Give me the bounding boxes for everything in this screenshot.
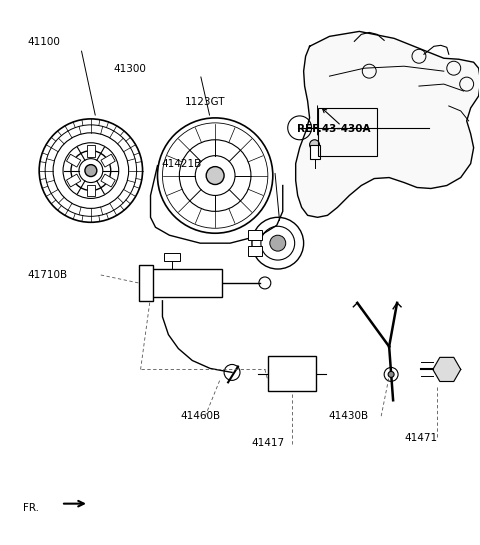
Bar [87, 145, 95, 156]
Text: FR.: FR. [23, 503, 39, 513]
Text: 41430B: 41430B [328, 411, 369, 421]
Circle shape [388, 372, 394, 377]
Bar [67, 154, 81, 167]
Text: 1123GT: 1123GT [185, 97, 226, 107]
Polygon shape [433, 358, 461, 382]
Bar [67, 174, 81, 187]
Text: 41421B: 41421B [161, 159, 202, 169]
Bar [248, 230, 262, 240]
Text: 41710B: 41710B [28, 270, 68, 280]
Bar [139, 265, 153, 301]
Bar [151, 269, 222, 297]
Bar [101, 174, 115, 187]
Bar [318, 108, 377, 156]
Bar [268, 355, 315, 391]
Text: 41100: 41100 [28, 37, 60, 47]
Circle shape [85, 165, 97, 177]
Bar [248, 246, 262, 256]
Circle shape [206, 167, 224, 185]
Text: REF.43-430A: REF.43-430A [297, 124, 371, 134]
Circle shape [270, 235, 286, 251]
Bar [310, 145, 320, 159]
Polygon shape [296, 32, 480, 217]
Text: 41417: 41417 [252, 438, 285, 448]
Circle shape [310, 140, 320, 150]
Text: 41300: 41300 [114, 64, 146, 74]
Text: 41471: 41471 [405, 433, 438, 443]
Bar [101, 154, 115, 167]
Text: 41460B: 41460B [180, 411, 220, 421]
Bar [165, 253, 180, 261]
Bar [87, 185, 95, 196]
